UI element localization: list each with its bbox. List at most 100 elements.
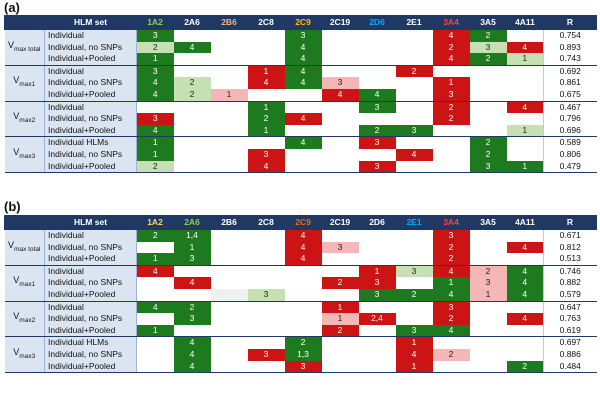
- rank-cell-2c8: [247, 336, 285, 349]
- rank-cell-4a11: 1: [506, 53, 544, 66]
- rank-cell-2c8: 3: [247, 288, 285, 302]
- rank-cell-3a4: 3: [432, 88, 470, 102]
- rank-cell-1a2: [136, 277, 174, 289]
- header-4a11: 4A11: [506, 15, 544, 30]
- r-value: 0.513: [543, 253, 597, 266]
- rank-cell-2c19: [321, 336, 359, 349]
- hlm-set-label: Individual: [44, 65, 137, 78]
- rank-cell-2c19: [321, 253, 359, 266]
- rank-cell-1a2: 1: [136, 53, 174, 66]
- rank-cell-4a11: [506, 113, 544, 125]
- rank-cell-2e1: [395, 301, 433, 314]
- header-r: R: [543, 15, 597, 30]
- rank-cell-2e1: 3: [395, 265, 433, 278]
- rank-cell-2b6: [210, 360, 248, 374]
- group-label-subscript: max2: [19, 317, 36, 325]
- table-row: Individual+Pooled 1 4 4 2 1 0.743: [5, 53, 597, 66]
- table-row: Individual+Pooled 4 1 2 3 1 0.696: [5, 124, 597, 138]
- rank-cell-3a4: [432, 136, 470, 149]
- rank-cell-2a6: [173, 101, 211, 114]
- rank-cell-1a2: [136, 101, 174, 114]
- rank-cell-2a6: 2: [173, 301, 211, 314]
- rank-cell-2b6: [210, 348, 248, 361]
- rank-cell-4a11: [506, 65, 544, 78]
- rank-cell-3a5: [469, 88, 507, 102]
- rank-cell-2b6: [210, 29, 248, 42]
- rank-cell-3a4: [432, 148, 470, 161]
- rank-cell-3a4: 3: [432, 301, 470, 314]
- rank-cell-1a2: 4: [136, 124, 174, 138]
- panel-b-label: (b): [4, 199, 21, 214]
- rank-cell-2b6: [210, 313, 248, 325]
- rank-cell-2d6: [358, 29, 396, 42]
- hlm-table-a: HLM set 1A2 2A6 2B6 2C8 2C9 2C19 2D6 2E1 3A4 3A5 4A…: [4, 15, 597, 174]
- rank-cell-2b6: [210, 336, 248, 349]
- rank-cell-2e1: [395, 160, 433, 174]
- rank-cell-3a4: 1: [432, 77, 470, 89]
- header-2d6: 2D6: [358, 215, 396, 230]
- group-label-subscript: max1: [19, 281, 36, 289]
- r-value: 0.882: [543, 277, 597, 289]
- rank-cell-3a4: 2: [432, 313, 470, 325]
- rank-cell-2b6: [210, 324, 248, 338]
- rank-cell-3a5: 2: [469, 148, 507, 161]
- rank-cell-2b6: [210, 288, 248, 302]
- header-2d6: 2D6: [358, 15, 396, 30]
- rank-cell-2c19: 4: [321, 88, 359, 102]
- group-label-subscript: max1: [19, 81, 36, 89]
- rank-cell-2e1: 4: [395, 348, 433, 361]
- rank-cell-2c19: 2: [321, 277, 359, 289]
- rank-cell-3a4: 4: [432, 288, 470, 302]
- rank-cell-2e1: [395, 77, 433, 89]
- rank-cell-2c19: [321, 348, 359, 361]
- rank-cell-3a5: 2: [469, 53, 507, 66]
- rank-cell-3a5: [469, 241, 507, 254]
- rank-cell-3a4: [432, 124, 470, 138]
- rank-cell-2a6: 4: [173, 336, 211, 349]
- rank-cell-2a6: [173, 29, 211, 42]
- vmax-symbol: V: [8, 39, 15, 50]
- rank-cell-2a6: 3: [173, 313, 211, 325]
- group-label: Vmax1: [4, 65, 45, 102]
- table-row: Individual, no SNPs 4 3 1,3 4 2 0.886: [5, 348, 597, 361]
- rank-cell-2c8: 4: [247, 160, 285, 174]
- rank-cell-3a4: 2: [432, 241, 470, 254]
- rank-cell-2c8: [247, 253, 285, 266]
- rank-cell-2a6: [173, 288, 211, 302]
- rank-cell-2a6: 1,4: [173, 229, 211, 242]
- hlm-set-label: Individual, no SNPs: [44, 77, 137, 89]
- rank-cell-2d6: [358, 65, 396, 78]
- vmax-symbol: V: [13, 111, 20, 122]
- rank-cell-2d6: 3: [358, 277, 396, 289]
- rank-cell-2c9: [284, 313, 322, 325]
- rank-cell-1a2: 1: [136, 253, 174, 266]
- rank-cell-2d6: [358, 41, 396, 54]
- rank-cell-2d6: [358, 253, 396, 266]
- group-label: Vmax total: [4, 29, 45, 66]
- hlm-set-label: Individual, no SNPs: [44, 348, 137, 361]
- rank-cell-4a11: 1: [506, 124, 544, 138]
- rank-cell-3a4: 2: [432, 253, 470, 266]
- header-3a4: 3A4: [432, 15, 470, 30]
- rank-cell-3a5: 1: [469, 288, 507, 302]
- rank-cell-2c8: [247, 29, 285, 42]
- hlm-set-label: Individual+Pooled: [44, 53, 137, 66]
- hlm-set-label: Individual+Pooled: [44, 160, 137, 174]
- rank-cell-1a2: [136, 336, 174, 349]
- rank-cell-2c8: [247, 136, 285, 149]
- group-label-subscript: max total: [14, 45, 41, 53]
- rank-cell-2a6: 3: [173, 253, 211, 266]
- r-value: 0.746: [543, 265, 597, 278]
- header-3a5: 3A5: [469, 15, 507, 30]
- r-value: 0.647: [543, 301, 597, 314]
- group-label: Vmax3: [4, 336, 45, 374]
- rank-cell-2c9: [284, 124, 322, 138]
- rank-cell-2b6: [210, 53, 248, 66]
- hlm-set-label: Individual, no SNPs: [44, 113, 137, 125]
- table-row: Vmax3 Individual HLMs 1 4 3 2 0.589: [4, 136, 597, 174]
- rank-cell-2b6: [210, 265, 248, 278]
- hlm-set-label: Individual+Pooled: [44, 324, 137, 338]
- rank-cell-1a2: 3: [136, 65, 174, 78]
- rank-cell-1a2: 4: [136, 301, 174, 314]
- rank-cell-3a5: [469, 229, 507, 242]
